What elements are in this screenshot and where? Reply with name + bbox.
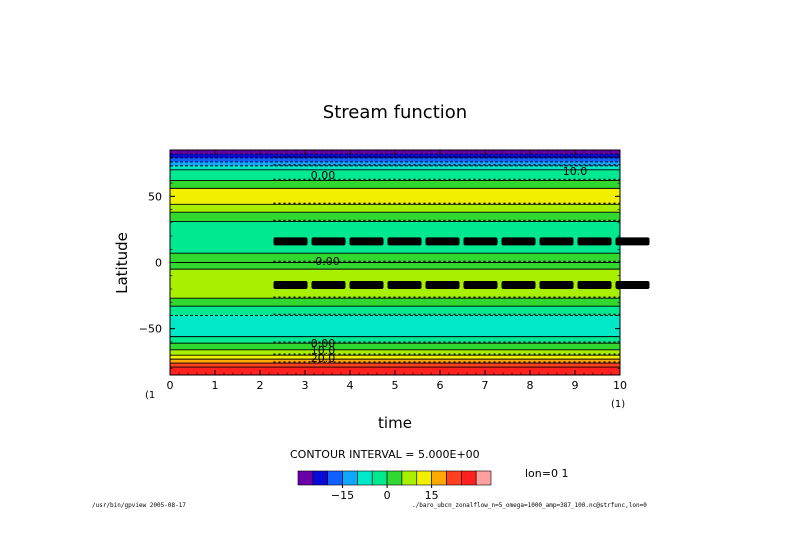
lat-band-18 — [170, 343, 620, 350]
lat-band-3 — [170, 161, 620, 166]
footer-file: ./baro_ubcn_zonalflow_n=5_omega=1000_amp… — [412, 502, 647, 509]
lat-band-20 — [170, 355, 620, 360]
y-tick-label: 50 — [148, 190, 162, 203]
x-tick-label: 1 — [212, 379, 219, 392]
colorbar-swatch-11 — [461, 470, 477, 486]
vortex-block — [387, 281, 422, 289]
x-tick-label: 3 — [302, 379, 309, 392]
vortex-band-0 — [273, 237, 650, 246]
vortex-block — [349, 237, 384, 246]
vortex-block — [463, 281, 498, 289]
vortex-block — [425, 281, 460, 289]
vortex-block — [539, 237, 574, 246]
x-axis-label: time — [378, 414, 412, 432]
x-tick-label: 6 — [437, 379, 444, 392]
colorbar-swatch-3 — [342, 470, 358, 486]
colorbar-swatch-4 — [357, 470, 373, 486]
lat-band-14 — [170, 298, 620, 307]
y-tick-label: 0 — [155, 257, 162, 270]
lat-band-17 — [170, 336, 620, 344]
x-tick-label: 2 — [257, 379, 264, 392]
contour-label: 10.0 — [563, 165, 588, 178]
vortex-block — [311, 237, 346, 246]
vortex-block — [577, 281, 612, 289]
contour-interval-label: CONTOUR INTERVAL = 5.000E+00 — [290, 448, 480, 461]
contour-label: 0.00 — [315, 255, 340, 268]
colorbar-swatch-9 — [431, 470, 447, 486]
x-tick-label: 7 — [482, 379, 489, 392]
colorbar-tick-label: 15 — [425, 489, 439, 502]
lat-band-16 — [170, 315, 620, 337]
lat-band-8 — [170, 204, 620, 213]
x-tick-label: 9 — [572, 379, 579, 392]
lat-band-11 — [170, 253, 620, 263]
colorbar-tick-label: 0 — [384, 489, 391, 502]
lat-band-2 — [170, 157, 620, 162]
lat-band-15 — [170, 306, 620, 316]
colorbar-swatch-7 — [401, 470, 418, 486]
colorbar-tick-label: −15 — [331, 489, 354, 502]
vortex-block — [539, 281, 574, 289]
vortex-block — [615, 237, 650, 246]
vortex-block — [311, 281, 346, 289]
x-end-index: (1) — [611, 399, 625, 410]
vortex-block — [387, 237, 422, 246]
lon-label: lon=0 1 — [525, 467, 569, 480]
colorbar-swatch-2 — [327, 470, 343, 486]
contour-label: 0.00 — [311, 169, 336, 182]
colorbar-swatch-0 — [297, 470, 314, 486]
lat-band-5 — [170, 169, 620, 181]
lat-band-1 — [170, 153, 620, 158]
lat-band-22 — [170, 363, 620, 368]
colorbar-swatch-5 — [371, 470, 388, 486]
contour-lines — [170, 153, 650, 368]
x-tick-label: 4 — [347, 379, 354, 392]
x-tick-label: 0 — [167, 379, 174, 392]
lat-band-4 — [170, 165, 620, 170]
contour-label: 10.0 — [311, 344, 336, 357]
vortex-block — [463, 237, 498, 246]
lat-band-7 — [170, 188, 620, 205]
x-tick-label: 10 — [613, 379, 627, 392]
x-tick-label: 8 — [527, 379, 534, 392]
colorbar-swatch-1 — [312, 470, 328, 486]
colorbar-swatch-10 — [446, 470, 462, 486]
vortex-block — [501, 281, 536, 289]
lat-band-9 — [170, 212, 620, 222]
colorbar-swatch-6 — [386, 470, 403, 486]
vortex-block — [273, 237, 308, 246]
contour-label: 0.00 — [311, 337, 336, 350]
footer-command: /usr/bin/gpview 2005-08-17 — [92, 502, 186, 509]
vortex-block — [615, 281, 650, 289]
vortex-band-1 — [273, 281, 650, 289]
colorbar-swatch-12 — [475, 470, 492, 486]
vortex-block — [349, 281, 384, 289]
y-axis-label: Latitude — [113, 232, 131, 294]
x-tick-label: 5 — [392, 379, 399, 392]
y-axis: 50 0 −50 — [139, 156, 620, 369]
vortex-block — [425, 237, 460, 246]
vortex-block — [577, 237, 612, 246]
x-axis: 0 1 2 3 4 5 6 7 8 9 10 — [167, 150, 627, 392]
vortex-block — [501, 237, 536, 246]
y-tick-label: −50 — [139, 323, 162, 336]
lat-band-6 — [170, 180, 620, 189]
chart-title: Stream function — [323, 102, 467, 123]
x-start-index: (1 — [145, 390, 155, 401]
vortex-block — [273, 281, 308, 289]
stream-function-field — [170, 150, 620, 375]
colorbar-swatch-8 — [416, 470, 432, 486]
contour-label: 20.0 — [311, 352, 336, 365]
lat-band-21 — [170, 359, 620, 364]
lat-band-12 — [170, 262, 620, 270]
colorbar: −15 0 15 — [297, 470, 492, 502]
lat-band-19 — [170, 349, 620, 356]
